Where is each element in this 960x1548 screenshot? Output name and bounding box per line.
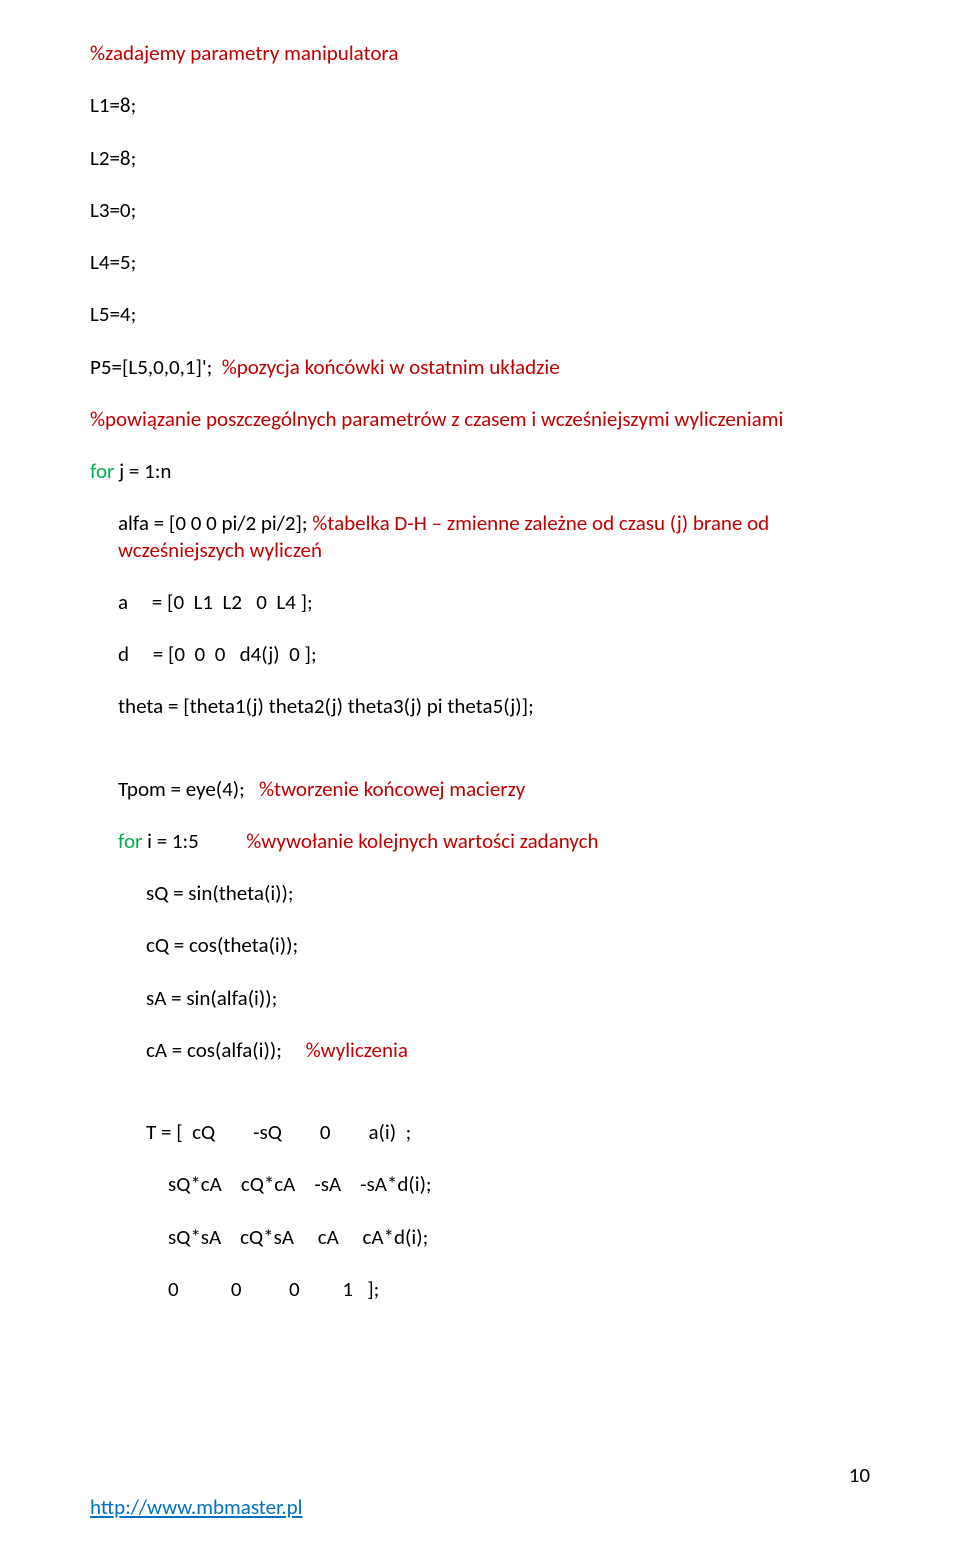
comment-text: %tworzenie końcowej macierzy	[259, 776, 525, 802]
code-line: alfa = [0 0 0 pi/2 pi/2]; %tabelka D-H –…	[90, 510, 870, 563]
keyword-for: for	[118, 828, 142, 854]
code-line: L5=4;	[90, 301, 870, 327]
code-line: 0 0 0 1 ];	[90, 1276, 870, 1302]
code-text: j = 1:n	[114, 458, 171, 484]
comment-text: %wywołanie kolejnych wartości zadanych	[246, 828, 598, 854]
comment-text: %pozycja końcówki w ostatnim układzie	[222, 354, 560, 380]
code-line: T = [ cQ -sQ 0 a(i) ;	[90, 1119, 870, 1145]
code-line: sQ*cA cQ*cA -sA -sA*d(i);	[90, 1171, 870, 1197]
code-line: sQ*sA cQ*sA cA cA*d(i);	[90, 1224, 870, 1250]
code-line: cA = cos(alfa(i)); %wyliczenia	[90, 1037, 870, 1063]
code-text: alfa = [0 0 0 pi/2 pi/2];	[118, 510, 312, 536]
comment-line: %zadajemy parametry manipulatora	[90, 40, 870, 66]
page-number: 10	[849, 1462, 870, 1488]
code-line: P5=[L5,0,0,1]'; %pozycja końcówki w osta…	[90, 354, 870, 380]
code-line: d = [0 0 0 d4(j) 0 ];	[90, 641, 870, 667]
footer-link[interactable]: http://www.mbmaster.pl	[90, 1494, 302, 1520]
code-line: sQ = sin(theta(i));	[90, 880, 870, 906]
code-text: P5=[L5,0,0,1]';	[90, 354, 222, 380]
code-line: L4=5;	[90, 249, 870, 275]
code-line: a = [0 L1 L2 0 L4 ];	[90, 589, 870, 615]
keyword-for: for	[90, 458, 114, 484]
code-line: for i = 1:5 %wywołanie kolejnych wartośc…	[90, 828, 870, 854]
code-line: for j = 1:n	[90, 458, 870, 484]
code-line: L1=8;	[90, 92, 870, 118]
code-text: cA = cos(alfa(i));	[146, 1037, 306, 1063]
code-line: cQ = cos(theta(i));	[90, 932, 870, 958]
comment-text: %wyliczenia	[306, 1037, 408, 1063]
comment-line: %powiązanie poszczególnych parametrów z …	[90, 406, 870, 432]
code-line: Tpom = eye(4); %tworzenie końcowej macie…	[90, 776, 870, 802]
document-page: %zadajemy parametry manipulatora L1=8; L…	[0, 0, 960, 1548]
code-line: theta = [theta1(j) theta2(j) theta3(j) p…	[90, 693, 870, 719]
code-line: L2=8;	[90, 145, 870, 171]
code-text: Tpom = eye(4);	[118, 776, 259, 802]
code-text: i = 1:5	[142, 828, 246, 854]
code-line: sA = sin(alfa(i));	[90, 985, 870, 1011]
code-line: L3=0;	[90, 197, 870, 223]
